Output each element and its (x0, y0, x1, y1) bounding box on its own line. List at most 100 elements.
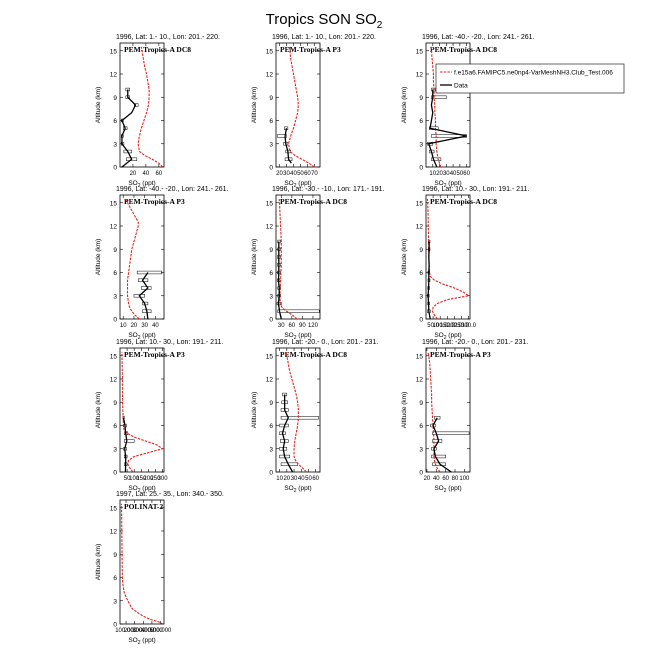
panel-2: 1996, Lat: 1.- 10., Lon: 201.- 220. PEM-T… (251, 34, 376, 189)
legend: f.e15a6.FAMIPC5.ne0np4-VarMeshNH3.Club_T… (435, 63, 625, 94)
plot-frame (119, 42, 165, 168)
y-tick-label: 15 (110, 200, 118, 207)
legend-box (435, 63, 625, 94)
x-tick-label: 20 (436, 171, 443, 177)
panel-header: 1996, Lat: 10.- 30., Lon: 191.- 211. (116, 339, 223, 346)
y-tick-label: 15 (110, 505, 118, 512)
obs-series-line (432, 417, 452, 473)
x-tick-label: 500.000 (150, 628, 172, 634)
y-axis-label: Altitude (km) (95, 239, 102, 275)
y-tick-label: 6 (419, 118, 423, 125)
y-tick-label: 3 (113, 293, 117, 300)
panel-header: 1996, Lat: -20.- 0., Lon: 201.- 231. (272, 339, 378, 346)
y-tick-label: 12 (416, 72, 424, 79)
y-axis-label: Altitude (km) (251, 239, 258, 275)
model-series-line (278, 198, 298, 320)
obs-range-bar (431, 157, 442, 161)
x-tick-label: 400.000 (141, 628, 163, 634)
y-tick-label: 9 (269, 400, 273, 407)
x-tick-label: 10 (276, 476, 283, 482)
model-series-line (121, 351, 164, 473)
plot-frame (275, 194, 321, 320)
y-axis-label: Altitude (km) (251, 392, 258, 428)
x-tick-label: 30 (283, 171, 290, 177)
y-tick-label: 12 (110, 529, 118, 536)
x-tick-label: 40 (143, 171, 150, 177)
x-tick-label: 60 (312, 476, 319, 482)
x-tick-label: 20 (283, 476, 290, 482)
x-axis-label: SO2 (ppt) (434, 332, 461, 341)
x-tick-label: 40 (298, 476, 305, 482)
y-tick-label: 6 (113, 423, 117, 430)
x-tick-label: 100 (459, 476, 470, 482)
y-tick-label: 0 (269, 470, 273, 477)
legend-model-label: f.e15a6.FAMIPC5.ne0np4-VarMeshNH3.Club_T… (454, 70, 613, 77)
y-tick-label: 15 (416, 353, 424, 360)
y-tick-label: 9 (269, 95, 273, 102)
x-tick-label: 100 (129, 476, 140, 482)
x-tick-label: 30 (291, 476, 298, 482)
panel-10: 1997, Lat: 25.- 35., Lon: 340.- 350. POLI… (95, 491, 224, 646)
panel-7: 1996, Lat: 10.- 30., Lon: 191.- 211. PEM-… (95, 339, 223, 494)
plot-frame (425, 347, 471, 473)
y-tick-label: 6 (113, 118, 117, 125)
y-tick-label: 12 (266, 72, 274, 79)
y-tick-label: 9 (269, 247, 273, 254)
y-tick-label: 6 (113, 575, 117, 582)
y-axis-label: Altitude (km) (401, 239, 408, 275)
x-tick-label: 50 (124, 476, 131, 482)
x-tick-label: 10 (120, 323, 127, 329)
obs-range-bar (280, 416, 319, 420)
y-tick-label: 6 (269, 423, 273, 430)
panel-header: 1996, Lat: -30.- -10., Lon: 171.- 191. (272, 186, 385, 193)
y-tick-label: 0 (419, 470, 423, 477)
campaign-label: PEM-Tropics-A DC8 (280, 350, 347, 359)
x-tick-label: 50 (305, 476, 312, 482)
x-tick-label: 300.000 (132, 628, 154, 634)
x-tick-label: 60 (442, 476, 449, 482)
obs-range-bar (133, 103, 139, 107)
y-tick-label: 0 (113, 470, 117, 477)
plot-frame (425, 42, 471, 168)
y-tick-label: 3 (113, 446, 117, 453)
obs-series-line (138, 272, 149, 320)
panel-4: 1996, Lat: -40.- -20., Lon: 241.- 261. PE… (95, 186, 229, 341)
obs-series-line (427, 241, 431, 320)
x-axis-label: SO2 (ppt) (284, 332, 311, 341)
campaign-label: PEM-Tropics-A DC8 (124, 45, 191, 54)
y-tick-label: 0 (113, 317, 117, 324)
y-tick-label: 15 (266, 48, 274, 55)
y-tick-label: 9 (113, 95, 117, 102)
model-series-line (288, 46, 315, 168)
y-tick-label: 0 (269, 165, 273, 172)
x-tick-label: 200 (143, 476, 154, 482)
model-series-line (137, 46, 164, 168)
x-axis-label: SO2 (ppt) (128, 485, 155, 494)
obs-series-line (121, 89, 137, 168)
obs-range-bar (431, 87, 436, 92)
obs-range-bar (431, 454, 446, 459)
y-tick-label: 12 (110, 224, 118, 231)
y-axis-label: Altitude (km) (95, 87, 102, 123)
y-tick-label: 3 (269, 141, 273, 148)
y-tick-label: 6 (269, 118, 273, 125)
obs-series-line (427, 89, 467, 168)
model-series-line (124, 198, 140, 320)
x-tick-label: 20 (131, 323, 138, 329)
y-axis-label: Altitude (km) (401, 392, 408, 428)
y-tick-label: 12 (110, 377, 118, 384)
panel-9: 1996, Lat: -20.- 0., Lon: 201.- 231. PEM-… (401, 339, 528, 494)
y-tick-label: 3 (113, 598, 117, 605)
y-axis-label: Altitude (km) (95, 544, 102, 580)
panel-8: 1996, Lat: -20.- 0., Lon: 201.- 231. PEM-… (251, 339, 378, 494)
y-axis-label: Altitude (km) (401, 87, 408, 123)
y-tick-label: 0 (113, 622, 117, 629)
x-tick-label: 40 (152, 323, 159, 329)
y-tick-label: 0 (113, 165, 117, 172)
model-series-line (427, 351, 441, 473)
panel-header: 1996, Lat: 1.- 10., Lon: 201.- 220. (116, 34, 220, 41)
campaign-label: PEM-Tropics-A P3 (430, 350, 491, 359)
y-tick-label: 9 (113, 400, 117, 407)
panel-header: 1996, Lat: 10.- 30., Lon: 191.- 211. (422, 186, 529, 193)
obs-series-line (284, 128, 292, 164)
